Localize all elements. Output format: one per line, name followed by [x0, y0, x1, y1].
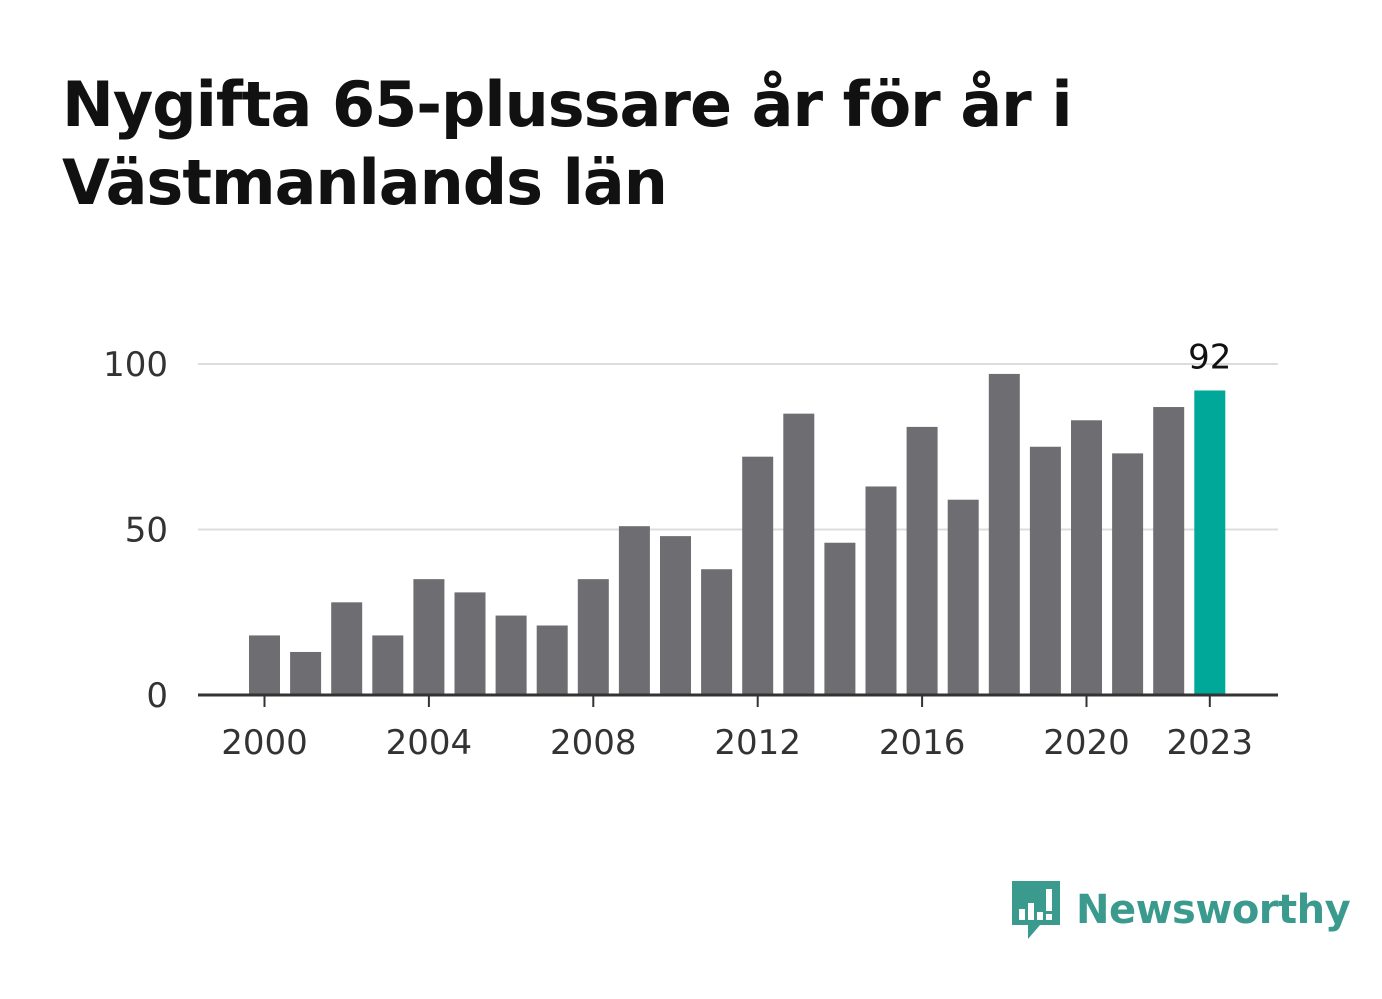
bars	[249, 373, 1226, 695]
bar-2017	[947, 499, 979, 695]
value-label-2023: 92	[1188, 337, 1231, 377]
bar-2014	[824, 542, 856, 695]
bar-2013	[783, 413, 815, 695]
bar-2012	[742, 456, 774, 695]
bar-2008	[577, 579, 609, 695]
bar-2007	[536, 625, 568, 695]
bar-2022	[1153, 407, 1185, 695]
bar-2003	[372, 635, 404, 695]
y-axis-labels: 0 50 100	[103, 345, 168, 716]
x-tick-label-2020: 2020	[1043, 723, 1130, 763]
bar-2006	[495, 615, 527, 695]
bar-2018	[988, 373, 1020, 695]
y-tick-label-50: 50	[125, 511, 168, 551]
bar-2019	[1029, 446, 1061, 695]
x-tick-label-2023: 2023	[1167, 723, 1254, 763]
bar-2002	[331, 602, 363, 695]
brand-logo: Newsworthy	[1010, 878, 1351, 942]
x-tick-label-2000: 2000	[221, 723, 308, 763]
bar-2005	[454, 592, 486, 695]
x-axis-labels: 2000 2004 2008 2012 2016 2020 2023	[221, 723, 1253, 763]
x-axis	[198, 693, 1278, 707]
bar-2020	[1071, 420, 1102, 695]
bar-2021	[1112, 453, 1144, 695]
bar-2001	[290, 651, 322, 695]
brand-name: Newsworthy	[1076, 887, 1351, 933]
bar-2010	[660, 536, 691, 695]
bar-2009	[618, 526, 650, 695]
bar-2015	[865, 486, 897, 695]
bar-2016	[906, 426, 938, 695]
x-tick-label-2008: 2008	[550, 723, 637, 763]
bar-2004	[413, 579, 445, 695]
x-tick-label-2016: 2016	[879, 723, 966, 763]
newsworthy-logo-icon	[1012, 881, 1060, 939]
x-tick-label-2004: 2004	[386, 723, 473, 763]
bar-2011	[701, 569, 733, 695]
x-tick-label-2012: 2012	[714, 723, 801, 763]
y-tick-label-100: 100	[103, 345, 168, 385]
bar-2000	[249, 635, 280, 695]
bar-2023	[1194, 390, 1226, 695]
value-labels: 92	[1188, 337, 1231, 377]
y-tick-label-0: 0	[146, 676, 168, 716]
chart-title: Nygifta 65-plussare år för år i Västmanl…	[62, 68, 1073, 219]
